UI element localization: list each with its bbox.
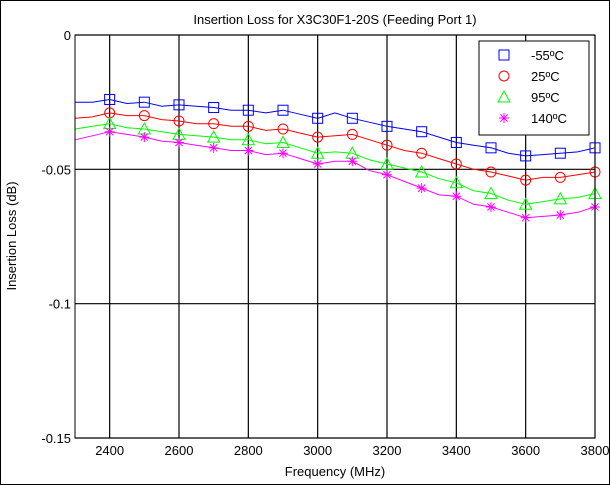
data-point-marker: [554, 171, 566, 183]
data-point-marker: [310, 146, 325, 159]
data-point-marker: [486, 201, 496, 212]
data-point-marker: [173, 115, 185, 127]
legend-marker: [498, 49, 510, 61]
data-point-marker: [312, 112, 324, 124]
data-point-marker: [416, 183, 427, 194]
data-point-marker: [450, 158, 462, 170]
data-point-marker: [174, 137, 184, 148]
data-point-marker: [380, 156, 394, 170]
data-point-marker: [312, 158, 323, 169]
series-line: [74, 112, 596, 181]
data-point-marker: [449, 175, 464, 189]
y-tick-label: 0: [64, 28, 71, 43]
y-tick-label: -0.05: [41, 162, 71, 177]
data-point-marker: [208, 142, 219, 153]
series-1: [75, 93, 601, 162]
y-tick-label: -0.1: [49, 297, 71, 312]
legend-label: -55ºC: [531, 48, 564, 63]
data-point-marker: [414, 164, 429, 178]
data-point-marker: [485, 166, 497, 178]
data-point-marker: [553, 191, 568, 205]
data-point-marker: [450, 136, 462, 148]
x-tick-label: 3400: [442, 443, 471, 458]
x-tick-label: 3800: [581, 443, 610, 458]
series-line: [75, 98, 596, 157]
x-tick-label: 3200: [373, 443, 402, 458]
series-3: [74, 116, 602, 210]
data-point-marker: [520, 212, 531, 223]
legend-marker: [497, 89, 511, 103]
data-point-marker: [208, 118, 220, 130]
data-point-marker: [520, 174, 532, 186]
data-point-marker: [381, 120, 393, 132]
series-group: [74, 93, 602, 223]
series-line: [74, 131, 596, 219]
data-point-marker: [346, 128, 358, 140]
data-point-marker: [277, 104, 289, 116]
data-point-marker: [242, 120, 254, 132]
data-point-marker: [416, 126, 428, 138]
series-line: [74, 123, 596, 205]
data-point-marker: [484, 186, 498, 200]
data-point-marker: [104, 126, 115, 137]
legend: -55ºC 25ºC 95ºC 140ºC: [478, 40, 590, 136]
data-point-marker: [206, 130, 221, 143]
x-tick-label: 3000: [303, 443, 332, 458]
axes: 2400 2600 2800 3000 3200 3400 3600 3800 0 -0.05 -0…: [41, 28, 609, 458]
x-tick-label: 2600: [165, 443, 194, 458]
data-point-marker: [312, 131, 324, 143]
plot-area-frame: [74, 34, 596, 439]
legend-label: 95ºC: [531, 90, 560, 105]
data-point-marker: [139, 132, 150, 143]
legend-marker: [498, 70, 510, 82]
data-point-marker: [555, 210, 566, 221]
data-point-marker: [518, 197, 533, 210]
data-point-marker: [485, 142, 497, 154]
data-point-marker: [346, 112, 358, 124]
data-point-marker: [278, 148, 288, 159]
data-point-marker: [104, 93, 116, 105]
legend-marker: [499, 113, 509, 123]
data-point-marker: [381, 139, 393, 151]
data-point-marker: [241, 132, 256, 146]
y-tick-label: -0.15: [41, 431, 71, 446]
data-point-marker: [382, 169, 392, 180]
series-4: [74, 126, 600, 223]
data-point-marker: [520, 150, 532, 162]
x-axis-label: Frequency (MHz): [285, 464, 385, 479]
data-point-marker: [138, 110, 150, 122]
data-point-marker: [138, 96, 150, 108]
data-point-marker: [276, 135, 290, 148]
data-point-marker: [347, 156, 358, 167]
data-point-marker: [554, 147, 566, 159]
chart-title: Insertion Loss for X3C30F1-20S (Feeding …: [193, 12, 476, 27]
data-point-marker: [451, 191, 462, 202]
x-tick-label: 3600: [511, 443, 540, 458]
data-point-marker: [243, 145, 254, 156]
data-point-marker: [242, 104, 254, 116]
data-point-marker: [208, 102, 220, 114]
legend-label: 140ºC: [531, 111, 567, 126]
legend-label: 25ºC: [531, 69, 560, 84]
data-point-marker: [173, 99, 185, 111]
x-tick-label: 2400: [95, 443, 124, 458]
data-point-marker: [277, 123, 289, 135]
data-point-marker: [416, 147, 428, 159]
legend-box: [478, 40, 590, 136]
x-tick-label: 2800: [234, 443, 263, 458]
y-axis-label: Insertion Loss (dB): [4, 181, 19, 290]
